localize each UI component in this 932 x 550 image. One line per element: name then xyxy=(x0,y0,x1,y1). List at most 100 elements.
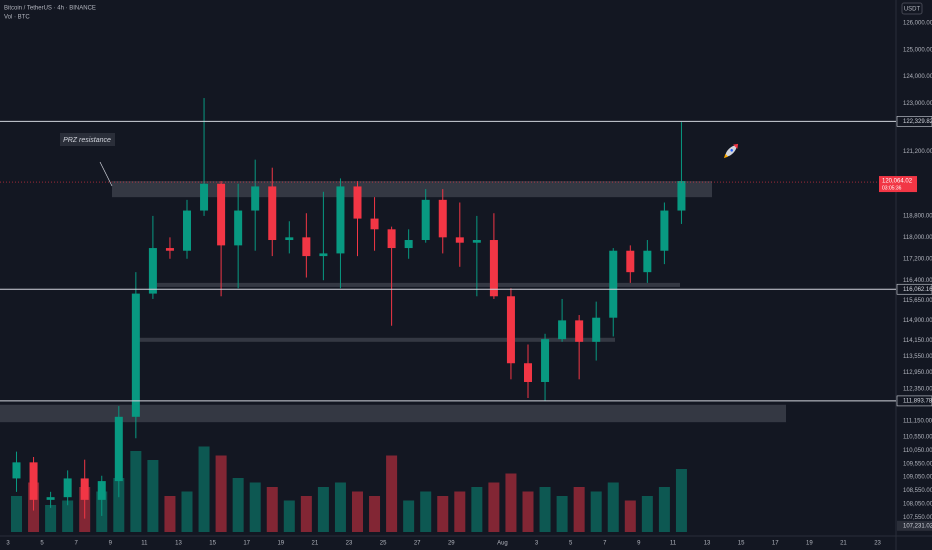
price-tick-label: 108,550.00 xyxy=(903,488,932,494)
volume-bar xyxy=(352,491,363,532)
candle-body xyxy=(489,240,498,297)
volume-bar xyxy=(471,487,483,532)
volume-bar xyxy=(369,496,381,532)
candle-body xyxy=(592,317,601,342)
date-label: 9 xyxy=(637,541,641,547)
price-tick-label: 121,200.00 xyxy=(903,149,932,155)
price-tick-label: 109,050.00 xyxy=(903,475,932,481)
zone xyxy=(157,282,680,287)
volume-bar xyxy=(164,496,176,532)
volume-bar xyxy=(573,487,585,532)
volume-bar xyxy=(317,487,329,532)
candle-body xyxy=(165,248,174,251)
candle-body xyxy=(677,181,686,211)
candle-body xyxy=(63,478,72,498)
current-price: 120,064.02 xyxy=(882,179,913,185)
candle-body xyxy=(131,293,140,417)
volume-bar xyxy=(386,455,398,532)
date-label: 3 xyxy=(535,541,539,547)
candle-body xyxy=(319,253,328,257)
candle-body xyxy=(217,183,226,246)
date-label: 21 xyxy=(312,541,319,547)
volume-bar xyxy=(522,491,534,532)
volume-title: Vol · BTC xyxy=(4,15,30,21)
date-label: 17 xyxy=(772,541,779,547)
candle-body xyxy=(524,363,532,382)
volume-bar xyxy=(283,500,295,532)
price-tick-label: 118,800.00 xyxy=(903,213,932,219)
volume-bar xyxy=(590,491,602,532)
candle-body xyxy=(370,218,379,230)
candles xyxy=(12,98,686,519)
date-label: 9 xyxy=(109,541,113,547)
price-tick-label: 110,550.00 xyxy=(903,434,932,440)
candle-body xyxy=(97,481,106,500)
bottom-label-box xyxy=(897,520,932,531)
candle-body xyxy=(46,497,55,500)
date-label: 7 xyxy=(75,541,79,547)
price-tick-label: 109,550.00 xyxy=(903,461,932,467)
date-label: 11 xyxy=(141,541,148,547)
zone xyxy=(0,404,786,423)
candle-body xyxy=(285,237,294,241)
overlays: 122,329.82 116,062.16 111,893.78 120,064.02… xyxy=(0,116,932,531)
price-tick-label: 114,900.00 xyxy=(903,318,932,324)
candle-body xyxy=(12,462,21,479)
volume-bar xyxy=(11,496,22,532)
level-label-box xyxy=(896,116,932,127)
price-tick-label: 118,000.00 xyxy=(903,235,932,241)
price-tick-label: 112,350.00 xyxy=(903,386,932,392)
date-label: 15 xyxy=(209,541,216,547)
candle-body xyxy=(609,250,618,318)
price-tick-label: 108,050.00 xyxy=(903,501,932,507)
candle-body xyxy=(541,339,550,382)
candle-body xyxy=(575,320,584,342)
volume-bar xyxy=(147,460,159,532)
date-label: 3 xyxy=(6,541,10,547)
currency: USDT xyxy=(904,7,921,13)
level-label: 116,062.16 xyxy=(903,287,932,293)
candle-body xyxy=(251,186,260,211)
zone xyxy=(135,337,615,342)
level-label: 122,329.82 xyxy=(903,119,932,125)
volume-bar xyxy=(232,478,244,532)
candle-body xyxy=(148,248,157,294)
candle-body xyxy=(302,237,311,257)
volume-bar xyxy=(62,500,74,532)
date-label: 13 xyxy=(704,541,711,547)
countdown: 03:05:36 xyxy=(882,185,902,191)
volume-bar xyxy=(641,496,653,532)
candle-body xyxy=(200,183,209,211)
candle-body xyxy=(455,237,464,243)
date-label: 5 xyxy=(40,541,44,547)
volume-bar xyxy=(403,500,415,532)
volume-bar xyxy=(334,482,346,532)
candle-body xyxy=(336,186,345,254)
annotation: PRZ resistance xyxy=(63,137,111,144)
volume-bar xyxy=(45,505,57,532)
date-label: 23 xyxy=(874,541,881,547)
date-label: 21 xyxy=(840,541,847,547)
currency-box xyxy=(901,2,923,15)
date-label: 29 xyxy=(448,541,455,547)
volume-bar xyxy=(624,500,636,532)
volume-bar xyxy=(454,491,466,532)
candle-body xyxy=(558,320,567,340)
volume-bar xyxy=(556,496,568,532)
date-label: 23 xyxy=(346,541,353,547)
price-tick-label: 110,050.00 xyxy=(903,448,932,454)
price-tick-label: 123,000.00 xyxy=(903,101,932,107)
date-label: 19 xyxy=(277,541,284,547)
candle-body xyxy=(387,229,396,249)
price-tick-label: 117,200.00 xyxy=(903,256,932,262)
volume-bar xyxy=(675,469,687,532)
annotation-box xyxy=(60,133,115,146)
candle-body xyxy=(29,462,38,500)
date-label: Aug xyxy=(497,541,508,547)
price-tick-label: 116,400.00 xyxy=(903,278,932,284)
price-tick-label: 111,150.00 xyxy=(903,418,932,424)
zone xyxy=(112,181,712,198)
price-tick-label: 125,000.00 xyxy=(903,47,932,53)
volume-bar xyxy=(488,482,500,532)
